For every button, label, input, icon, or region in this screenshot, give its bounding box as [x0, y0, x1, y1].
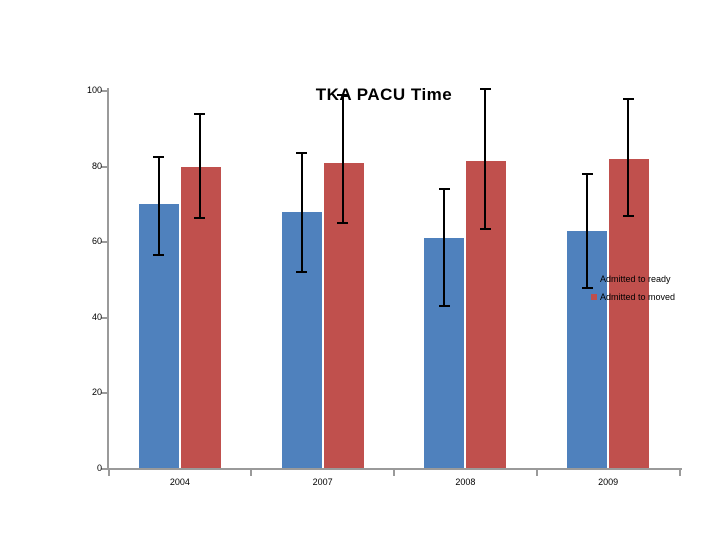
y-tick-label-60: 60	[91, 236, 102, 247]
chart-legend: Admitted to ready Admitted to moved	[591, 270, 675, 306]
y-tick-label-40: 40	[91, 311, 102, 322]
y-tick-80	[101, 165, 107, 168]
error-bar-admitted-to-moved-2008-cap-top	[479, 88, 491, 91]
legend-swatch-admitted-to-ready	[591, 276, 597, 282]
error-bar-admitted-to-ready-2007-cap-top	[296, 152, 308, 155]
y-tick-label-20: 20	[91, 387, 102, 398]
y-tick-label-100: 100	[86, 85, 102, 95]
x-tick-2	[393, 468, 395, 476]
y-tick-60	[101, 241, 107, 244]
y-tick-0	[101, 468, 107, 470]
error-bar-admitted-to-ready-2004-line	[157, 157, 160, 256]
error-bar-admitted-to-moved-2008-cap-bottom	[479, 227, 491, 230]
error-bar-admitted-to-moved-2007-cap-bottom	[337, 222, 349, 225]
error-bar-admitted-to-moved-2009-line	[627, 98, 630, 216]
y-tick-label-80: 80	[91, 160, 102, 171]
error-bar-admitted-to-ready-2008-cap-top	[438, 188, 450, 191]
x-tick-0	[107, 468, 110, 476]
error-bar-admitted-to-moved-2008-line	[484, 89, 487, 229]
error-bar-admitted-to-moved-2004-cap-bottom	[194, 216, 206, 219]
error-bar-admitted-to-ready-2007-cap-bottom	[296, 271, 308, 274]
legend-label-admitted-to-moved: Admitted to moved	[600, 292, 676, 302]
bar-admitted-to-moved-2008	[466, 160, 507, 470]
x-tick-3	[535, 468, 538, 476]
error-bar-admitted-to-ready-2009-line	[586, 174, 589, 288]
error-bar-admitted-to-moved-2009-cap-bottom	[622, 214, 634, 217]
x-tick-4	[678, 468, 681, 476]
error-bar-admitted-to-ready-2008-cap-bottom	[438, 305, 450, 308]
x-axis-label-2007: 2007	[312, 477, 333, 487]
error-bar-admitted-to-ready-2004-cap-bottom	[153, 254, 165, 257]
x-axis-label-2009: 2009	[598, 477, 619, 487]
legend-swatch-admitted-to-moved	[591, 294, 597, 300]
error-bar-admitted-to-moved-2007-line	[341, 94, 344, 224]
legend-item-admitted-to-ready: Admitted to ready	[591, 270, 675, 288]
error-bar-admitted-to-ready-2009-cap-bottom	[581, 286, 593, 289]
legend-label-admitted-to-ready: Admitted to ready	[600, 274, 671, 284]
legend-item-admitted-to-moved: Admitted to moved	[591, 288, 675, 306]
error-bar-admitted-to-moved-2009-cap-top	[622, 97, 634, 100]
error-bar-admitted-to-moved-2004-line	[198, 113, 201, 218]
error-bar-admitted-to-moved-2007-cap-top	[337, 93, 349, 96]
error-bar-admitted-to-moved-2004-cap-top	[194, 112, 206, 115]
y-tick-label-0: 0	[96, 463, 102, 473]
bar-admitted-to-moved-2004	[180, 166, 221, 470]
bar-admitted-to-moved-2007	[323, 162, 364, 470]
x-tick-1	[250, 468, 253, 476]
y-tick-20	[101, 392, 107, 395]
y-axis-line	[107, 88, 109, 470]
error-bar-admitted-to-ready-2008-line	[443, 189, 446, 307]
y-tick-40	[101, 316, 107, 319]
y-tick-100	[101, 90, 107, 92]
chart-title: TKA PACU Time	[315, 85, 453, 104]
error-bar-admitted-to-ready-2007-line	[300, 153, 303, 273]
error-bar-admitted-to-ready-2004-cap-top	[153, 156, 165, 159]
x-axis-label-2008: 2008	[455, 477, 476, 487]
x-axis-label-2004: 2004	[169, 477, 190, 487]
error-bar-admitted-to-ready-2009-cap-top	[581, 173, 593, 176]
bar-admitted-to-moved-2009	[609, 159, 650, 470]
